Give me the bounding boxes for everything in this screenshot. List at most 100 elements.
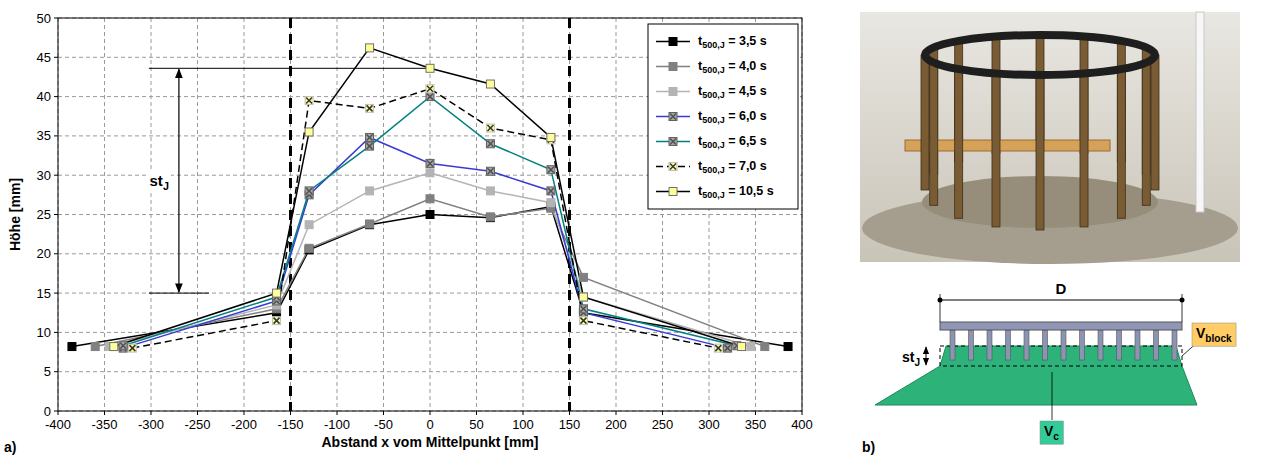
tick (569, 411, 570, 415)
series-marker (426, 211, 434, 219)
legend-label: t500,J = 3,5 s (698, 34, 767, 50)
dimension-tick (940, 294, 941, 322)
rod (1043, 330, 1048, 360)
marker-square (366, 187, 374, 195)
rod (969, 330, 974, 360)
grid-line (383, 18, 384, 411)
height-label: stJ (902, 349, 920, 368)
grid-line (616, 18, 617, 411)
height-label-main: st (902, 349, 915, 365)
series-marker (426, 64, 434, 72)
rod (1117, 330, 1122, 360)
rod (930, 63, 938, 206)
series-marker (366, 104, 374, 112)
marker-square (486, 140, 494, 148)
grid-line (151, 18, 152, 411)
dimension-line (940, 300, 1182, 301)
tick-label: -300 (138, 417, 164, 432)
series-marker (486, 80, 494, 88)
tick-label: -150 (277, 417, 303, 432)
series-marker (724, 344, 732, 352)
series-marker (486, 140, 494, 148)
marker-cross (670, 139, 676, 145)
marker-square (547, 133, 555, 141)
concrete-label: Vc (1040, 421, 1063, 444)
series-marker (579, 293, 587, 301)
marker-cross (725, 345, 731, 351)
grid-line (569, 18, 570, 411)
marker-square (547, 199, 555, 207)
rod (955, 69, 963, 218)
tick-label: 0 (426, 417, 433, 432)
tick-label: 50 (469, 417, 483, 432)
marker-square (579, 317, 587, 325)
legend-marker (669, 38, 677, 46)
marker-square (669, 163, 677, 171)
dimension-tick (1182, 294, 1183, 322)
legend-marker (669, 113, 677, 121)
marker-square (714, 344, 722, 352)
series-line (114, 48, 742, 347)
series-marker (579, 273, 587, 281)
marker-cross (580, 306, 586, 312)
diameter-label: D (1056, 280, 1067, 297)
plot-background (58, 18, 802, 411)
figure: 05101520253035404550-400-350-300-250-200… (0, 0, 1262, 462)
tick-label: -200 (231, 417, 257, 432)
rod (1142, 63, 1150, 206)
marker-square (579, 293, 587, 301)
marker-square (669, 38, 677, 46)
panel-label: a) (4, 439, 16, 455)
marker-square (486, 187, 494, 195)
tick-label: 400 (791, 417, 813, 432)
rod (1080, 330, 1085, 360)
rod (1154, 330, 1159, 360)
marker-square (486, 167, 494, 175)
tick (54, 57, 58, 58)
series-marker (486, 167, 494, 175)
marker-cross (670, 114, 676, 120)
series-marker (128, 344, 136, 352)
marker-cross (427, 86, 433, 92)
marker-cross (580, 318, 586, 324)
tick (54, 253, 58, 254)
marker-square (486, 213, 494, 221)
block-label: Vblock (1192, 323, 1236, 346)
tick-label: -350 (91, 417, 117, 432)
series-marker (366, 44, 374, 52)
leader (1052, 372, 1053, 420)
marker-square (784, 343, 792, 351)
marker-square (366, 220, 374, 228)
tick (104, 411, 105, 415)
marker-cross (548, 188, 554, 194)
marker-square (669, 113, 677, 121)
tick (616, 411, 617, 415)
tick-label: 20 (37, 246, 51, 261)
series-line (123, 97, 737, 346)
tick (197, 411, 198, 415)
legend-label-part: 500,J (702, 40, 725, 50)
legend-label-part: = 10,5 s (725, 184, 774, 198)
rod (1061, 330, 1066, 360)
series-marker (486, 187, 494, 195)
legend-label: t500,J = 4,0 s (698, 59, 767, 75)
series-marker (366, 221, 374, 229)
marker-square (669, 88, 677, 96)
series-marker (579, 317, 587, 325)
marker-square (366, 44, 374, 52)
marker-cross (427, 86, 433, 92)
legend-label-part: = 4,0 s (725, 59, 767, 73)
series-marker (486, 213, 494, 221)
marker-cross (427, 94, 433, 100)
tick-label: 300 (698, 417, 720, 432)
marker-square (747, 343, 755, 351)
marker-square (426, 159, 434, 167)
rod (1098, 330, 1103, 360)
tick (290, 411, 291, 415)
marker-square (426, 169, 434, 177)
tick-label: -50 (374, 417, 393, 432)
grid-line (337, 18, 338, 411)
pole (1196, 12, 1204, 212)
annotation-arrow (178, 69, 179, 292)
marker-cross (129, 345, 135, 351)
